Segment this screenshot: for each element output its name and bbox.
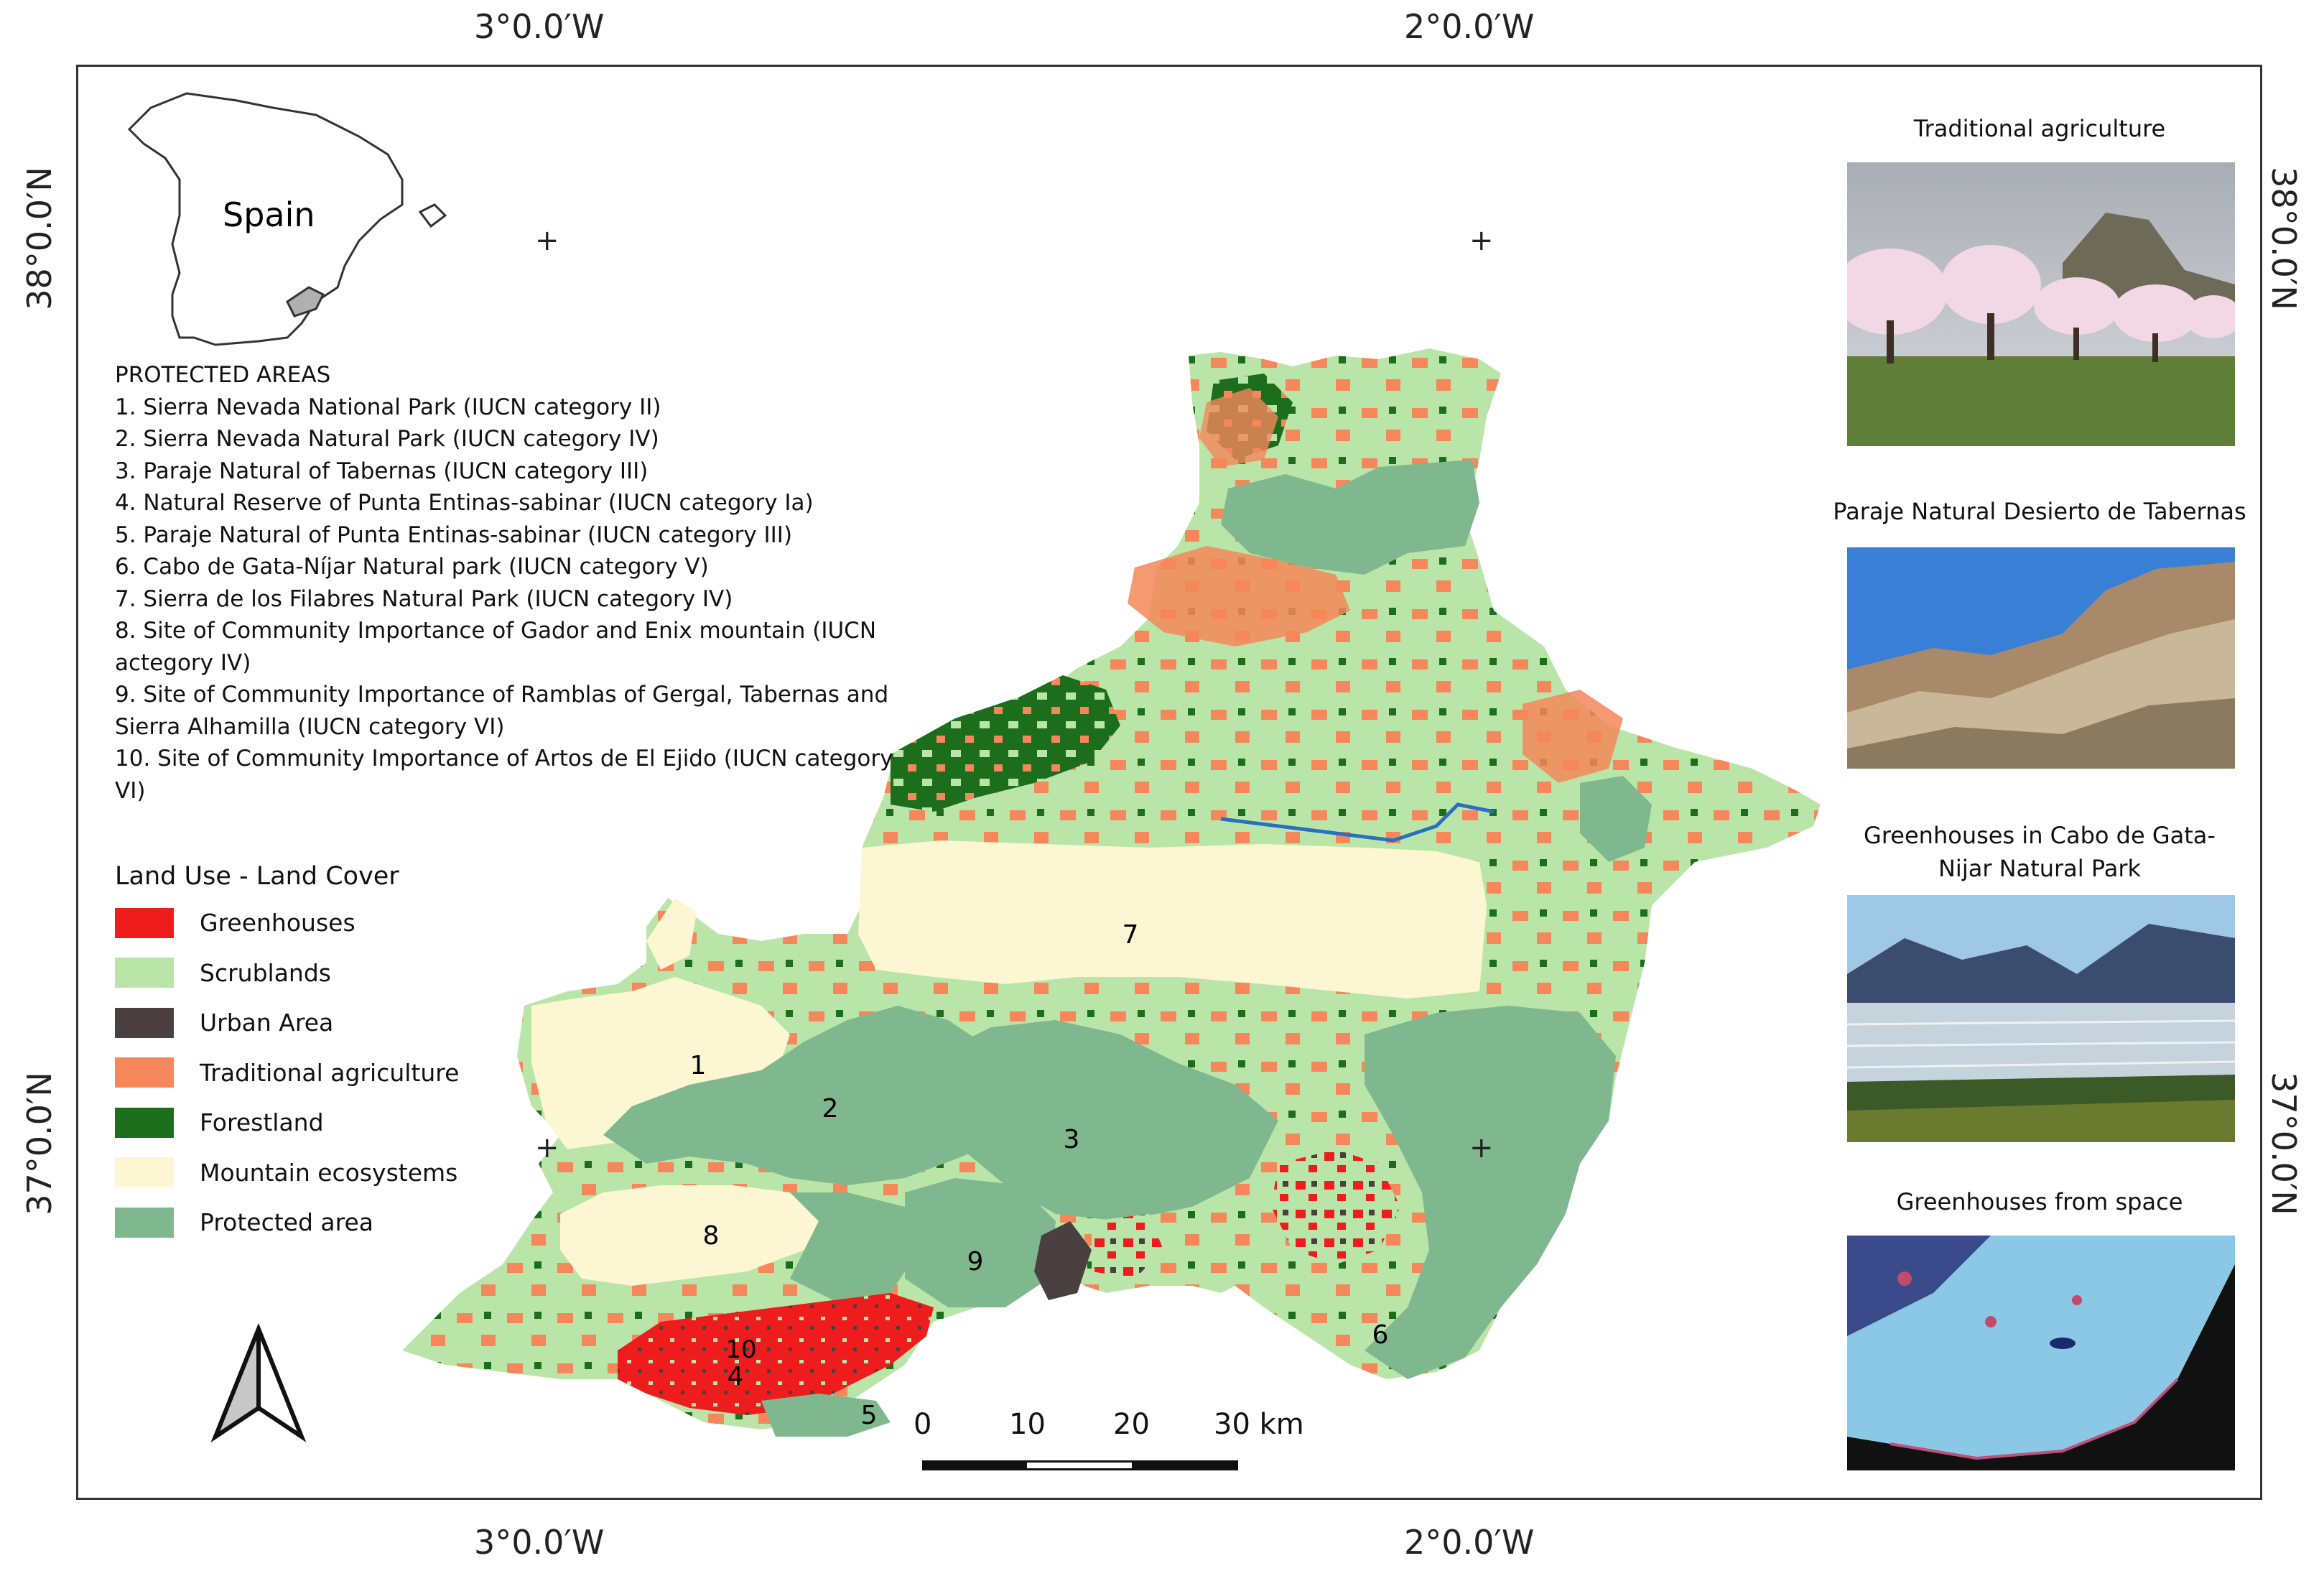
north-arrow-icon	[210, 1322, 307, 1442]
satellite-image-photo	[1847, 1236, 2235, 1470]
photo-title-agriculture: Traditional agriculture	[1913, 115, 2166, 142]
spain-label: Spain	[223, 195, 315, 234]
photo-title-greenhouses-park: Greenhouses in Cabo de Gata-Nijar Natura…	[1864, 822, 2216, 882]
protected-areas-title: PROTECTED AREAS	[115, 362, 331, 388]
scale-label-0: 0	[914, 1408, 932, 1441]
swatch-forestland	[115, 1107, 174, 1138]
scale-label-20: 20	[1113, 1408, 1150, 1441]
protected-area-item: 9. Site of Community Importance of Rambl…	[115, 682, 889, 740]
legend-row-agriculture: Traditional agriculture	[115, 1048, 459, 1098]
area-6-cabo-de-gata	[1365, 1006, 1616, 1379]
protected-north	[1221, 460, 1479, 575]
area-number-2: 2	[822, 1094, 839, 1123]
swatch-agriculture	[115, 1057, 174, 1088]
greenhouses-nijar	[1271, 1149, 1400, 1264]
graticule-cross: +	[535, 1131, 559, 1164]
legend-label: Traditional agriculture	[200, 1058, 460, 1087]
river	[1220, 802, 1495, 843]
legend-row-mountain: Mountain ecosystems	[115, 1148, 459, 1198]
greenhouses-central	[1092, 1214, 1163, 1279]
swatch-scrublands	[115, 958, 174, 988]
legend-row-scrublands: Scrublands	[115, 948, 459, 998]
area-7-filabres	[858, 840, 1487, 998]
photo-title-space: Greenhouses from space	[1896, 1188, 2183, 1215]
area-number-7: 7	[1123, 920, 1139, 950]
area-8-gador	[560, 1185, 819, 1286]
lon-label-bottom-right: 2°0.0′W	[1404, 1523, 1535, 1562]
legend-label: Forestland	[200, 1108, 324, 1137]
area-number-10: 10	[725, 1335, 756, 1364]
legend-label: Scrublands	[200, 958, 331, 987]
area-2-sierra-nevada-park	[603, 1006, 1020, 1185]
protected-area-item: 6. Cabo de Gata-Níjar Natural park (IUCN…	[115, 554, 709, 580]
area-number-1: 1	[690, 1051, 707, 1080]
area-number-5: 5	[861, 1401, 878, 1430]
swatch-greenhouses	[115, 907, 174, 938]
area-number-3: 3	[1064, 1125, 1080, 1154]
scale-label-10: 10	[1009, 1408, 1046, 1441]
area-3-tabernas	[934, 1020, 1278, 1221]
lon-label-bottom-left: 3°0.0′W	[474, 1523, 605, 1562]
area-number-9: 9	[967, 1247, 984, 1276]
scale-bar	[922, 1460, 1238, 1470]
photo-title-tabernas: Paraje Natural Desierto de Tabernas	[1833, 498, 2246, 525]
almond-orchard-photo	[1847, 162, 2235, 446]
lon-label-top-left: 3°0.0′W	[474, 7, 605, 46]
agri-patch-3	[1199, 388, 1278, 467]
area-5-punta-entinas	[761, 1394, 891, 1437]
land-use-legend: Land Use - Land Cover Greenhouses Scrubl…	[115, 862, 459, 1248]
protected-areas-legend: PROTECTED AREAS 1. Sierra Nevada Nationa…	[115, 359, 905, 807]
protected-area-item: 1. Sierra Nevada National Park (IUCN cat…	[115, 394, 661, 420]
swatch-mountain	[115, 1157, 174, 1188]
urban-almeria	[1034, 1221, 1092, 1300]
protected-area-item: 5. Paraje Natural of Punta Entinas-sabin…	[115, 522, 793, 548]
protected-area-item: 4. Natural Reserve of Punta Entinas-sabi…	[115, 490, 814, 516]
agri-patch-2	[1523, 690, 1623, 783]
swatch-protected	[115, 1207, 174, 1238]
legend-row-forestland: Forestland	[115, 1098, 459, 1148]
area-number-6: 6	[1372, 1320, 1389, 1350]
land-use-title: Land Use - Land Cover	[115, 862, 399, 891]
mountain-nw	[646, 898, 697, 970]
legend-label: Greenhouses	[200, 909, 355, 937]
legend-row-urban: Urban Area	[115, 998, 459, 1048]
protected-east-coast	[1580, 776, 1652, 862]
forest-belt	[891, 675, 1120, 812]
swatch-urban	[115, 1007, 174, 1038]
area-9-ramblas	[905, 1178, 1056, 1307]
area-number-4: 4	[728, 1362, 744, 1391]
scale-label-30: 30 km	[1214, 1408, 1304, 1441]
legend-label: Urban Area	[200, 1009, 334, 1037]
legend-row-protected: Protected area	[115, 1197, 459, 1248]
area-1-sierra-nevada-np	[531, 977, 790, 1149]
greenhouses-campo-dalias	[618, 1293, 934, 1415]
graticule-cross: +	[1469, 224, 1494, 257]
graticule-cross: +	[1469, 1131, 1494, 1164]
protected-area-item: 3. Paraje Natural of Tabernas (IUCN cate…	[115, 458, 649, 484]
agri-patch-1	[1128, 546, 1350, 647]
desert-badlands-photo	[1847, 547, 2235, 769]
legend-row-greenhouses: Greenhouses	[115, 898, 459, 948]
protected-gador-ring	[790, 1192, 919, 1300]
protected-area-item: 2. Sierra Nevada Natural Park (IUCN cate…	[115, 426, 659, 452]
protected-area-item: 8. Site of Community Importance of Gador…	[115, 618, 877, 676]
protected-area-item: 7. Sierra de los Filabres Natural Park (…	[115, 585, 733, 612]
spain-inset-map: Spain	[127, 92, 447, 346]
area-number-8: 8	[703, 1221, 720, 1251]
legend-label: Protected area	[200, 1208, 374, 1237]
greenhouses-landscape-photo	[1847, 895, 2235, 1142]
protected-area-item: 10. Site of Community Importance of Arto…	[115, 746, 893, 804]
lon-label-top-right: 2°0.0′W	[1404, 7, 1535, 46]
legend-label: Mountain ecosystems	[200, 1158, 458, 1187]
graticule-cross: +	[535, 224, 559, 257]
